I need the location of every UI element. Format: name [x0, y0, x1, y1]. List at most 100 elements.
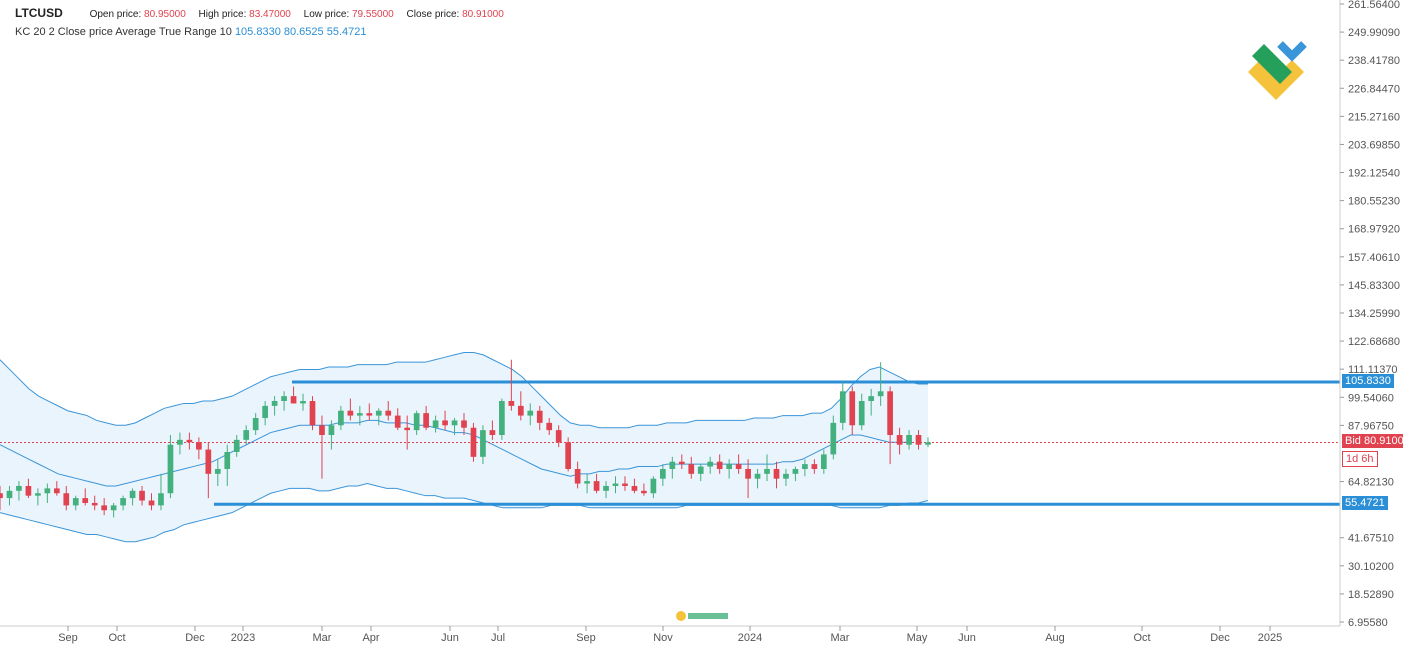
candlesticks	[0, 359, 931, 518]
candle	[622, 476, 628, 491]
candle-body	[461, 420, 467, 428]
candle-body	[830, 422, 837, 455]
y-tick-label: 215.27160	[1348, 111, 1400, 123]
candle	[726, 459, 732, 479]
candle	[858, 393, 865, 431]
candle	[546, 418, 553, 435]
candle	[480, 425, 486, 465]
candle	[101, 498, 108, 516]
candle-body	[802, 464, 808, 469]
candle-body	[555, 430, 562, 443]
candle	[110, 502, 117, 518]
candle	[536, 405, 543, 431]
indicator-upper-value: 105.8330	[234, 26, 281, 38]
candle	[63, 485, 70, 511]
y-tick-label: 192.12540	[1348, 168, 1400, 180]
y-tick-label: 203.69850	[1348, 139, 1400, 151]
candle-body	[612, 483, 619, 486]
candle-body	[726, 464, 732, 469]
time-axis[interactable]: Sep Oct Dec 2023 Mar Apr Jun Jul Sep Nov 2024 Mar Ma…	[0, 625, 1340, 644]
candle	[338, 405, 344, 431]
candle	[925, 437, 931, 448]
candle	[25, 478, 32, 499]
candle	[262, 401, 268, 426]
candle	[309, 396, 316, 431]
candle-body	[120, 498, 126, 506]
candle-body	[584, 481, 590, 484]
candle-body	[499, 401, 505, 435]
indicator-legend[interactable]: KC 20 2 Close price Average True Range 1…	[15, 26, 366, 38]
low-value: 79.55000	[352, 9, 394, 20]
candle-body	[678, 461, 685, 465]
candle	[451, 418, 458, 435]
candle	[820, 449, 827, 474]
candle-body	[489, 430, 496, 435]
candle-body	[366, 413, 373, 416]
candle-body	[517, 405, 524, 416]
x-tick-label: Apr	[362, 632, 379, 644]
price-axis[interactable]: 261.56400 249.99090 238.41780 226.84470 215.…	[1339, 0, 1400, 629]
candle	[830, 415, 837, 460]
candle-body	[413, 413, 420, 431]
candle-body	[300, 401, 306, 404]
candle-body	[139, 490, 145, 501]
candle-body	[839, 391, 846, 423]
indicator-middle-value: 80.6525	[283, 26, 324, 38]
candle	[877, 362, 884, 406]
candle-body	[451, 420, 458, 426]
y-tick-label: 134.25990	[1348, 308, 1400, 320]
candle	[120, 495, 126, 511]
candle-body	[356, 413, 363, 416]
candle-body	[669, 461, 676, 469]
candle-body	[858, 401, 865, 426]
candle-body	[44, 488, 51, 494]
brand-logo-icon	[1248, 41, 1307, 100]
candle	[641, 483, 647, 496]
candle-body	[868, 396, 875, 402]
x-tick-label: Mar	[313, 632, 332, 644]
candle	[887, 386, 893, 465]
bid-price-tag: Bid 80.91000	[1342, 434, 1403, 449]
candle-body	[925, 442, 931, 445]
y-tick-label: 99.54060	[1348, 392, 1394, 404]
candle	[660, 464, 666, 486]
candle	[252, 413, 259, 435]
candle	[517, 391, 524, 421]
candle-body	[508, 401, 515, 406]
candle-body	[688, 464, 695, 474]
candle	[167, 434, 174, 499]
candle-body	[25, 485, 32, 496]
candle	[915, 430, 922, 450]
y-tick-label: 238.41780	[1348, 55, 1400, 67]
candle	[243, 425, 250, 445]
candle	[129, 488, 136, 506]
candle-body	[347, 410, 354, 416]
candle	[783, 468, 789, 486]
candle-body	[546, 422, 553, 431]
candle	[300, 393, 306, 411]
candle	[413, 410, 420, 435]
candle-body	[281, 396, 287, 402]
candle	[754, 468, 761, 489]
y-tick-label: 226.84470	[1348, 83, 1400, 95]
candle	[205, 442, 212, 499]
x-tick-label: Nov	[653, 632, 673, 644]
upper-level-tag: 105.8330	[1342, 373, 1394, 388]
candle-body	[196, 442, 202, 450]
x-tick-label: Jun	[958, 632, 976, 644]
candle	[489, 420, 496, 440]
candle-body	[233, 439, 240, 452]
candle	[678, 454, 685, 469]
x-tick-label: Sep	[576, 632, 596, 644]
candle	[707, 456, 714, 474]
candle	[328, 420, 335, 450]
watermark-logo-icon	[676, 611, 728, 621]
candle	[792, 466, 799, 482]
candle	[565, 437, 572, 472]
candle-body	[394, 415, 401, 428]
candle	[688, 456, 695, 479]
x-tick-label: Mar	[831, 632, 850, 644]
y-tick-label: 18.52890	[1348, 589, 1394, 601]
candle	[716, 454, 723, 474]
